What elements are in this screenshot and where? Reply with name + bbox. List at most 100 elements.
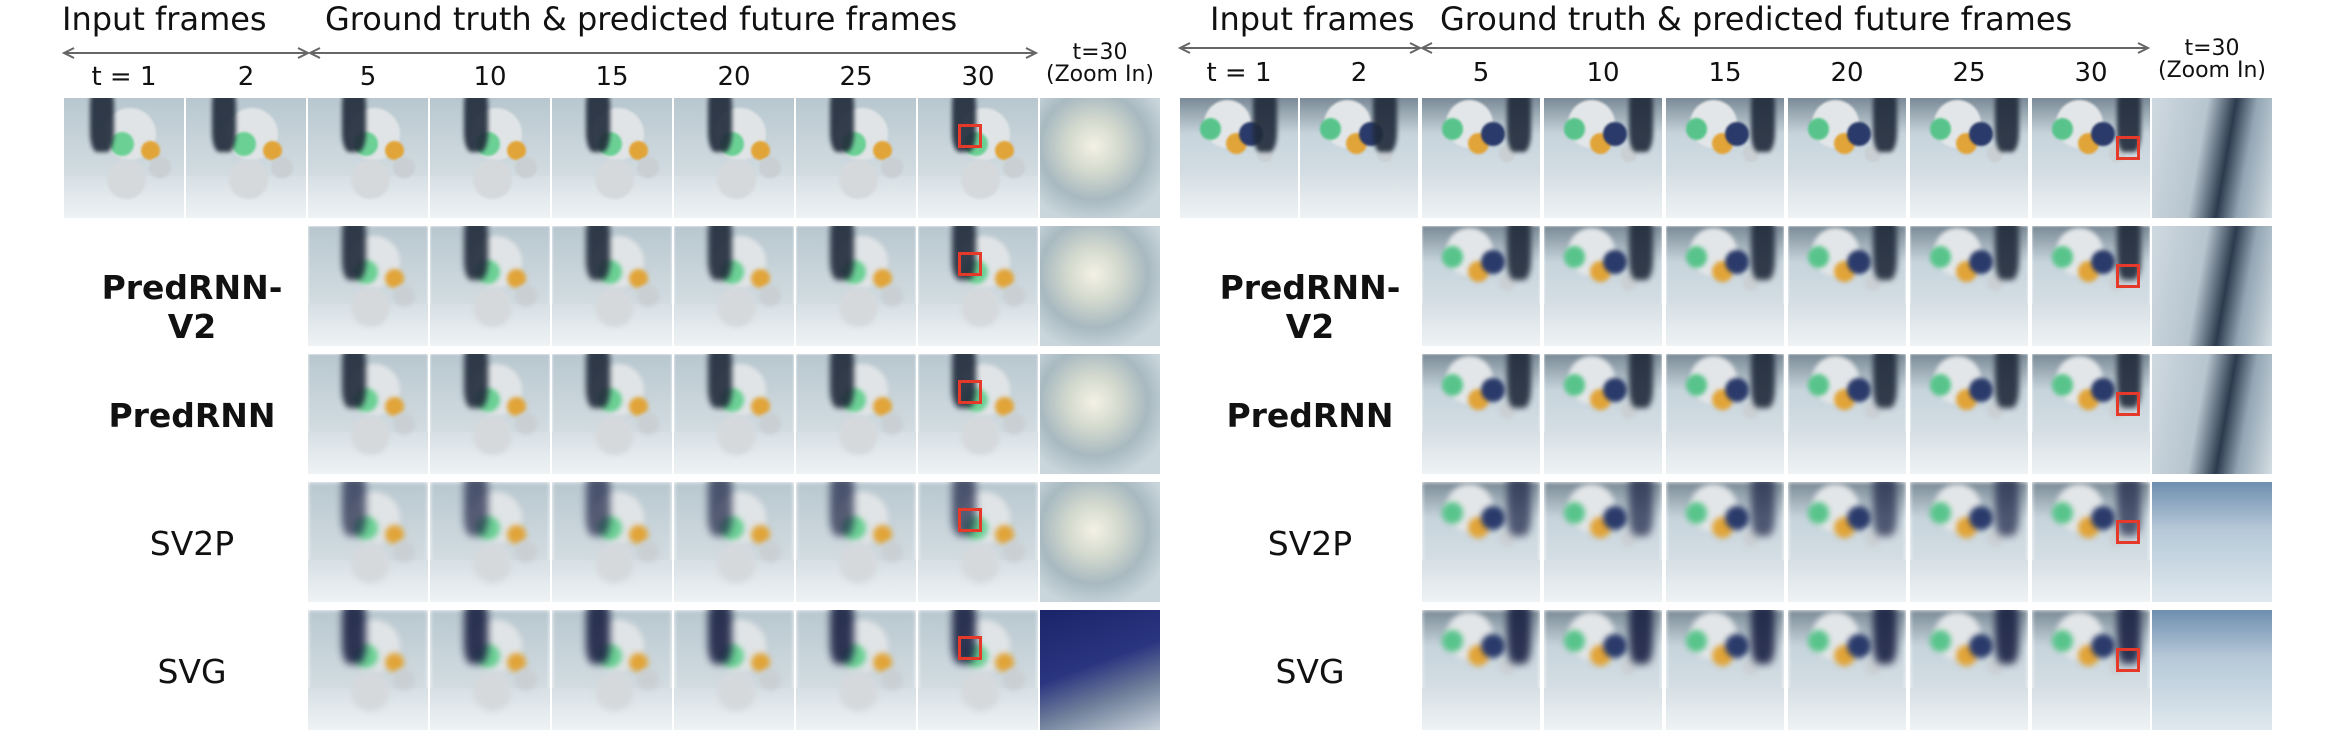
robot-arm — [463, 98, 488, 152]
object-blob — [1808, 246, 1830, 268]
object-blob — [351, 672, 390, 711]
row-label-predrnn: PredRNN — [108, 396, 276, 435]
highlight-box — [2116, 136, 2140, 160]
highlight-box — [2116, 648, 2140, 672]
object-blob — [750, 397, 770, 417]
robot-arm — [463, 610, 488, 664]
object-blob — [595, 544, 634, 583]
robot-arm — [585, 226, 610, 280]
video-frame — [1422, 354, 1540, 474]
input-frames-header-left: Input frames — [62, 0, 267, 38]
object-blob — [473, 544, 512, 583]
zoom-frame — [1040, 226, 1160, 346]
video-frame — [552, 610, 672, 730]
object-blob — [393, 668, 415, 691]
time-label: 10 — [473, 62, 507, 92]
robot-arm — [1872, 226, 1897, 280]
object-blob — [506, 141, 526, 161]
object-blob — [1200, 118, 1222, 140]
table-surface — [2032, 560, 2150, 602]
object-blob — [384, 525, 404, 545]
zoom-frame — [1040, 610, 1160, 730]
video-frame — [1666, 226, 1784, 346]
object-blob — [717, 544, 756, 583]
video-frame — [430, 482, 550, 602]
table-surface — [1910, 688, 2028, 730]
table-surface — [1422, 560, 1540, 602]
object-blob — [1847, 634, 1871, 658]
video-frame — [796, 610, 916, 730]
time-label: t = 1 — [1206, 58, 1272, 88]
video-frame — [1788, 610, 1906, 730]
video-frame — [674, 482, 794, 602]
object-blob — [2091, 378, 2115, 402]
time-label: t = 1 — [91, 62, 157, 92]
object-blob — [1930, 374, 1952, 396]
video-frame — [1910, 482, 2028, 602]
robot-arm — [212, 98, 237, 152]
object-blob — [2091, 250, 2115, 274]
video-frame — [674, 610, 794, 730]
object-blob — [637, 284, 659, 307]
robot-arm — [1994, 354, 2019, 408]
object-blob — [750, 653, 770, 673]
video-frame — [308, 482, 428, 602]
table-surface — [2032, 688, 2150, 730]
table-surface — [1544, 560, 1662, 602]
robot-arm — [1506, 482, 1531, 536]
object-blob — [271, 156, 293, 179]
robot-arm — [1750, 610, 1775, 664]
time-label: 25 — [1952, 58, 1986, 88]
highlight-box — [958, 252, 982, 276]
zoom-background — [1040, 354, 1160, 474]
object-blob — [149, 156, 171, 179]
highlight-box — [2116, 264, 2140, 288]
object-blob — [1808, 118, 1830, 140]
video-frame — [1544, 226, 1662, 346]
zoom-label-line1: t=30 — [1072, 40, 1128, 65]
input-frames-header-right: Input frames — [1210, 0, 1415, 38]
robot-arm — [707, 98, 732, 152]
video-frame — [2032, 98, 2150, 218]
object-blob — [1003, 668, 1025, 691]
video-frame — [430, 610, 550, 730]
video-frame — [1788, 354, 1906, 474]
object-blob — [1808, 630, 1830, 652]
object-blob — [595, 416, 634, 455]
video-frame — [430, 354, 550, 474]
robot-arm — [829, 482, 854, 536]
row-label-svg: SVG — [157, 652, 227, 691]
object-blob — [473, 288, 512, 327]
table-surface — [1910, 304, 2028, 346]
table-surface — [1910, 432, 2028, 474]
object-blob — [1481, 250, 1505, 274]
object-blob — [1686, 374, 1708, 396]
object-blob — [717, 672, 756, 711]
object-blob — [1969, 250, 1993, 274]
object-blob — [961, 672, 1000, 711]
object-blob — [473, 416, 512, 455]
object-blob — [1564, 502, 1586, 524]
object-blob — [637, 540, 659, 563]
object-blob — [1442, 502, 1464, 524]
video-frame — [2032, 226, 2150, 346]
table-surface — [1666, 304, 1784, 346]
highlight-box — [958, 380, 982, 404]
object-blob — [1969, 506, 1993, 530]
object-blob — [1481, 506, 1505, 530]
video-frame — [552, 482, 672, 602]
object-blob — [628, 141, 648, 161]
table-surface — [1422, 176, 1540, 218]
object-blob — [1725, 634, 1749, 658]
object-blob — [473, 160, 512, 199]
object-blob — [2052, 630, 2074, 652]
robot-arm — [829, 226, 854, 280]
object-blob — [994, 141, 1014, 161]
time-label: 5 — [1472, 58, 1490, 88]
object-blob — [628, 269, 648, 289]
object-blob — [637, 412, 659, 435]
time-label: 2 — [237, 62, 255, 92]
zoom-background — [2152, 226, 2272, 346]
object-blob — [1603, 122, 1627, 146]
object-blob — [1481, 122, 1505, 146]
